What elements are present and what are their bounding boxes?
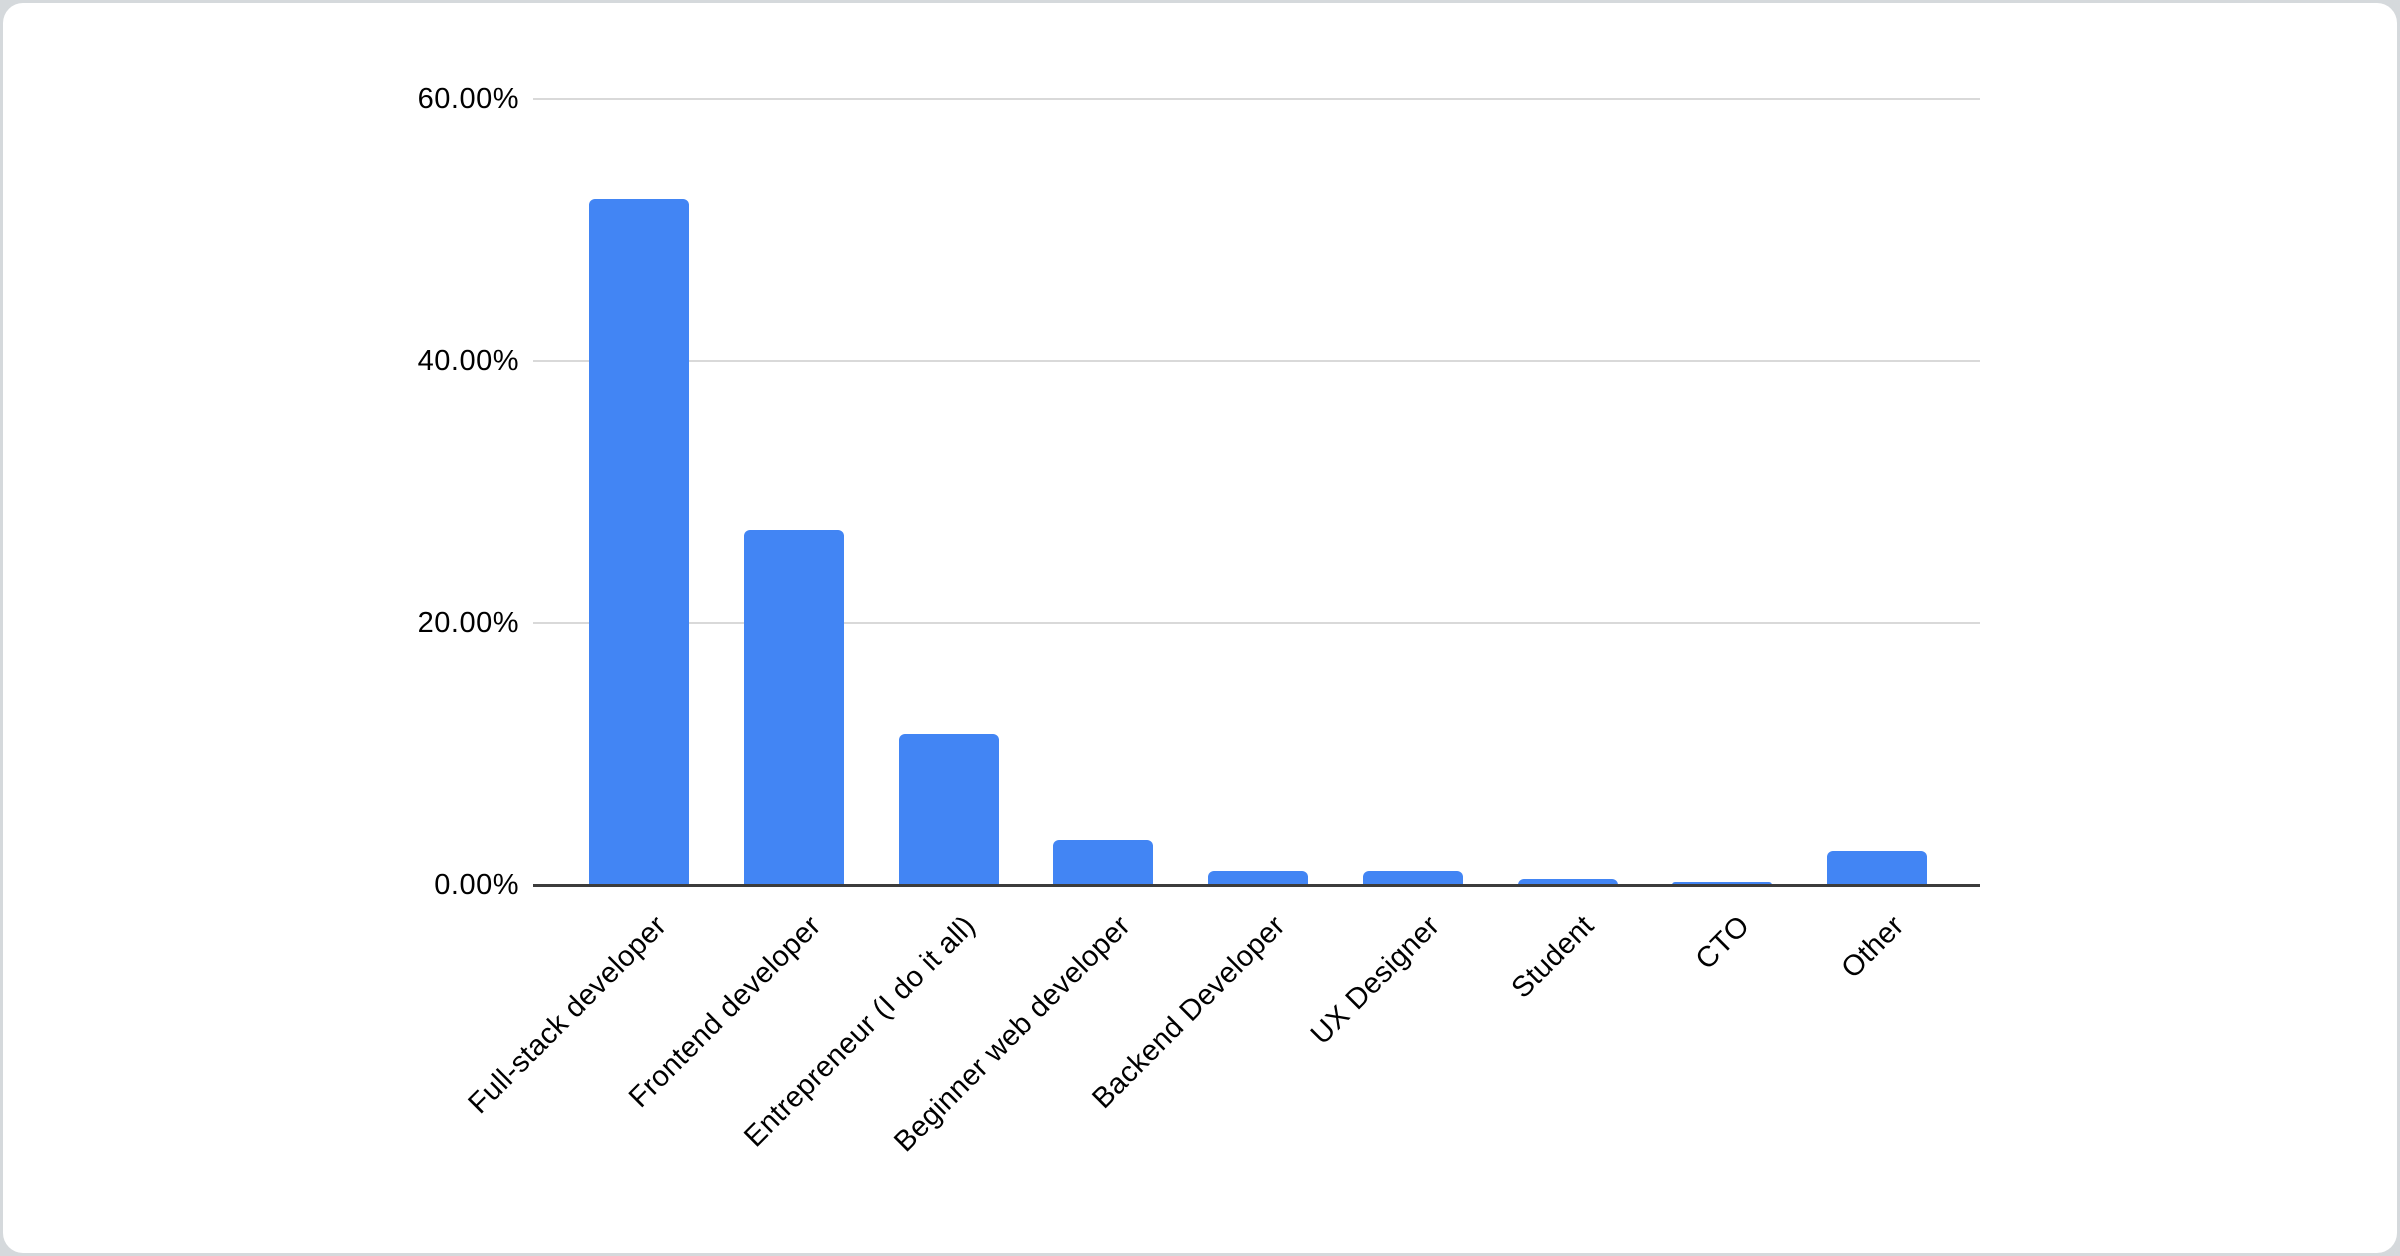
y-tick-label-20pct: 20.00% — [417, 607, 519, 639]
gridline-60pct — [533, 98, 1980, 100]
x-axis-baseline — [533, 884, 1980, 887]
bar-student — [1517, 879, 1618, 885]
bar-ux-designer — [1362, 870, 1463, 885]
x-label-other: Other — [1835, 909, 1911, 985]
gridline-40pct — [533, 360, 1980, 362]
x-label-student: Student — [1506, 909, 1601, 1005]
bar-frontend-developer — [743, 529, 844, 885]
x-label-ux-designer: UX Designer — [1304, 909, 1447, 1051]
y-tick-label-60pct: 60.00% — [417, 83, 519, 115]
bar-cto — [1672, 882, 1773, 885]
bar-entrepreneur-i-do-it-all — [898, 734, 999, 885]
bar-other — [1827, 850, 1927, 885]
chart-card: 0.00% 20.00% 40.00% 60.00% Full-stack devel… — [3, 3, 2397, 1253]
bar-full-stack-developer — [589, 198, 689, 885]
gridline-20pct — [533, 622, 1980, 624]
y-tick-label-0pct: 0.00% — [434, 869, 519, 901]
bar-chart: 0.00% 20.00% 40.00% 60.00% Full-stack devel… — [3, 3, 2397, 1253]
x-label-cto: CTO — [1689, 909, 1756, 976]
y-tick-label-40pct: 40.00% — [417, 345, 519, 377]
bar-backend-developer — [1208, 870, 1308, 885]
bar-beginner-web-developer — [1053, 840, 1154, 885]
